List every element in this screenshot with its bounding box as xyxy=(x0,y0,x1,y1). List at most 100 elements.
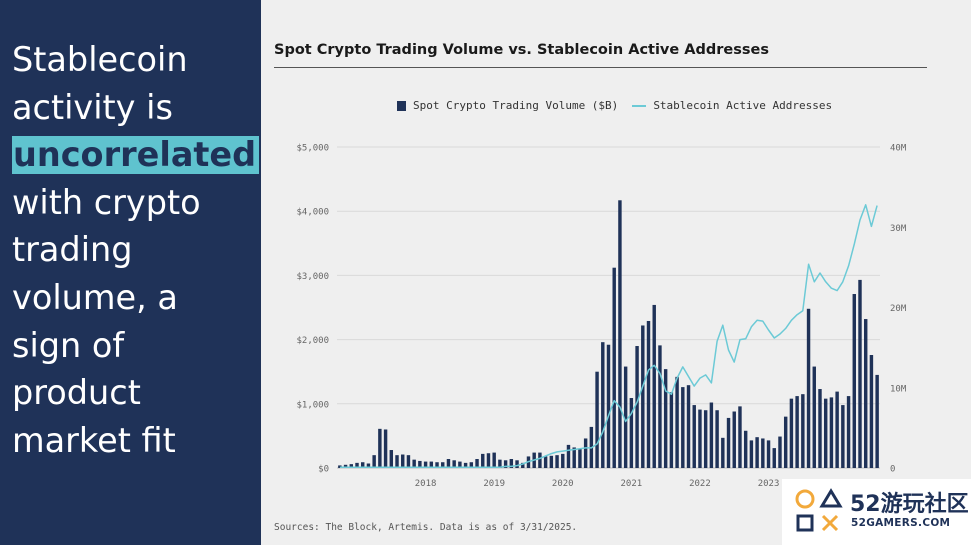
volume-bar xyxy=(429,461,434,468)
y-left-tick-label: $5,000 xyxy=(296,144,329,154)
headline-line: market fit xyxy=(12,420,176,460)
y-left-tick-label: $0 xyxy=(318,465,329,475)
volume-bar xyxy=(698,409,702,468)
volume-bar xyxy=(601,342,605,468)
volume-bar xyxy=(521,462,525,468)
x-tick-label: 2021 xyxy=(621,479,643,489)
headline-line: sign of xyxy=(12,325,125,365)
volume-bar xyxy=(652,304,656,468)
y-right-tick-label: 10M xyxy=(890,384,907,394)
volume-bar xyxy=(658,345,662,468)
volume-bar xyxy=(503,460,508,468)
volume-bar xyxy=(423,461,428,468)
headline: Stablecoin activity is uncorrelated with… xyxy=(12,36,260,464)
volume-bar xyxy=(635,346,639,468)
volume-bar xyxy=(383,429,388,468)
volume-bar xyxy=(806,308,811,468)
addresses-line xyxy=(339,204,878,468)
volume-bar xyxy=(549,455,554,468)
volume-bar xyxy=(606,344,611,468)
legend-entry-volume: Spot Crypto Trading Volume ($B) xyxy=(413,99,619,112)
volume-bar xyxy=(869,355,874,468)
headline-line: activity is xyxy=(12,87,173,127)
volume-bar xyxy=(566,444,571,468)
y-right-tick-label: 30M xyxy=(890,224,907,234)
volume-bar xyxy=(749,440,754,468)
volume-bar xyxy=(412,459,416,468)
volume-bar xyxy=(766,440,771,468)
volume-bar xyxy=(509,459,514,468)
y-right-tick-label: 40M xyxy=(890,144,907,154)
volume-bar xyxy=(343,464,348,468)
left-panel xyxy=(0,0,261,545)
volume-bar xyxy=(863,319,868,468)
y-left-tick-label: $1,000 xyxy=(296,400,329,410)
volume-bar xyxy=(378,428,382,468)
volume-bar xyxy=(623,366,628,468)
volume-bar xyxy=(812,366,816,468)
x-tick-label: 2019 xyxy=(483,479,505,489)
volume-bar xyxy=(663,369,668,468)
volume-bar xyxy=(681,387,685,468)
volume-bar xyxy=(366,463,371,468)
volume-bar xyxy=(555,455,559,468)
volume-bar xyxy=(646,320,651,468)
headline-line: trading xyxy=(12,230,133,270)
volume-bar xyxy=(418,460,422,468)
volume-bar xyxy=(669,392,674,468)
volume-bar xyxy=(355,462,359,468)
title-divider xyxy=(274,67,927,68)
volume-bar xyxy=(841,405,845,468)
volume-bar xyxy=(686,385,691,468)
volume-bar xyxy=(829,397,834,468)
chart-plot: $0 $1,000 $2,000 $3,000 $4,000 $5,000 0 10M 20M 3… xyxy=(296,144,907,490)
volume-bar xyxy=(783,416,788,468)
legend-line-swatch xyxy=(632,104,647,107)
y-left-tick-label: $3,000 xyxy=(296,272,329,282)
volume-bar xyxy=(498,459,502,468)
volume-bar xyxy=(721,437,725,468)
volume-bar xyxy=(578,448,582,468)
volume-bar xyxy=(743,430,748,468)
volume-bar xyxy=(463,462,468,468)
legend-bar-swatch xyxy=(397,100,406,111)
watermark-box xyxy=(782,479,971,545)
volume-bar xyxy=(823,398,828,468)
y-right-tick-label: 20M xyxy=(890,304,907,314)
volume-bar xyxy=(361,462,365,468)
volume-bar xyxy=(475,459,479,468)
volume-bar xyxy=(486,453,491,468)
volume-bar xyxy=(801,394,805,468)
volume-bar xyxy=(406,455,411,468)
volume-bar xyxy=(389,450,394,468)
volume-bar xyxy=(875,374,879,468)
headline-line: product xyxy=(12,373,141,413)
volume-bar xyxy=(726,417,731,468)
volume-bar xyxy=(538,452,542,468)
volume-bar xyxy=(458,461,462,468)
y-left-tick-label: $2,000 xyxy=(296,336,329,346)
watermark-en: 52GAMERS.COM xyxy=(851,517,951,529)
volume-bar xyxy=(481,453,485,468)
volume-bar xyxy=(395,455,399,468)
volume-bar xyxy=(835,391,839,468)
volume-bar xyxy=(349,464,354,468)
volume-bar xyxy=(732,411,736,468)
volume-bar xyxy=(703,410,708,468)
y-right-tick-label: 0 xyxy=(890,465,895,475)
x-tick-label: 2018 xyxy=(415,479,437,489)
headline-line: with crypto xyxy=(12,182,201,222)
x-tick-label: 2022 xyxy=(689,479,711,489)
chart-legend: Spot Crypto Trading Volume ($B) Stableco… xyxy=(397,99,832,112)
volume-bar xyxy=(641,325,645,468)
volume-bar xyxy=(561,453,565,468)
headline-line-highlight: uncorrelated xyxy=(12,131,260,179)
x-tick-label: 2020 xyxy=(552,479,574,489)
volume-bar xyxy=(441,462,445,468)
volume-bar xyxy=(452,460,456,468)
volume-bar xyxy=(772,448,776,468)
volume-bar xyxy=(629,398,634,468)
volume-bar xyxy=(795,396,799,468)
volume-bar xyxy=(761,438,765,468)
volume-bar xyxy=(778,436,782,468)
